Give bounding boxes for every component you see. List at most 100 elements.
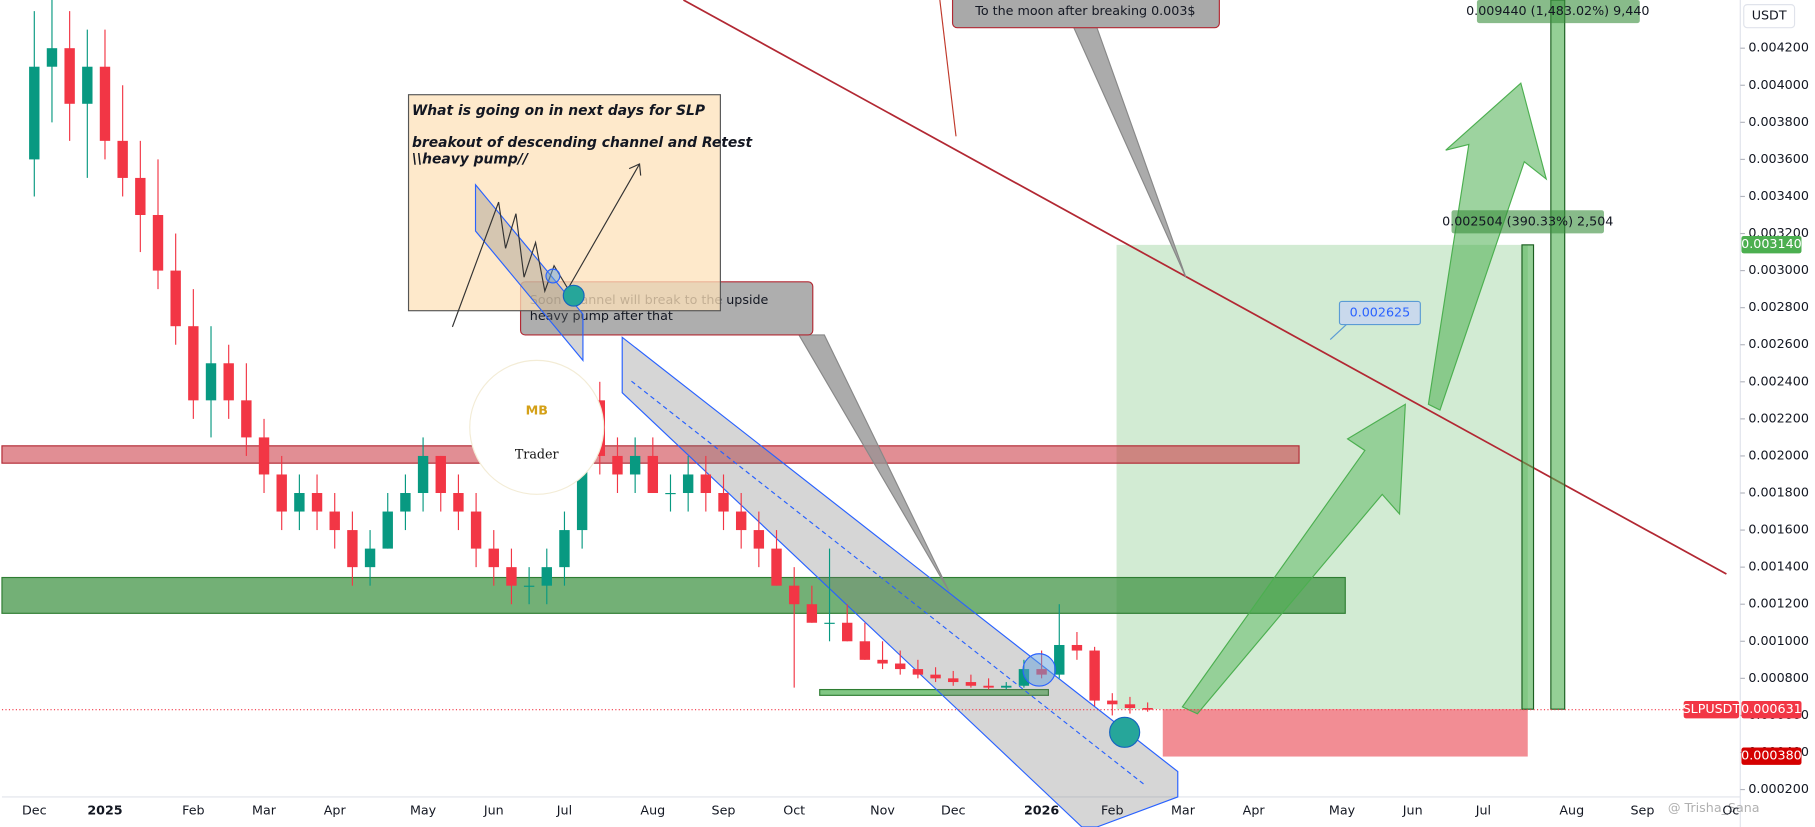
- y-tick-label: 0.002200: [1748, 410, 1809, 425]
- x-tick-label: Jul: [1475, 802, 1491, 817]
- x-tick-label: Dec: [941, 802, 966, 817]
- y-tick-label: 0.004200: [1748, 40, 1809, 55]
- candle-body: [895, 663, 906, 670]
- candle-body: [612, 455, 623, 475]
- y-tick-label: 0.002600: [1748, 336, 1809, 351]
- x-tick-label: Apr: [324, 802, 347, 817]
- logo-text: Trader: [515, 447, 560, 462]
- support-zone: [1, 576, 1346, 614]
- candle-body: [241, 400, 252, 438]
- currency: USDT: [1752, 8, 1787, 23]
- symbol-label-box: [1683, 701, 1740, 719]
- measure-bar: [1550, 0, 1566, 710]
- stop-zone: [1162, 709, 1528, 757]
- price-label: 0.000380: [1741, 748, 1802, 763]
- y-tick-label: 0.002400: [1748, 373, 1809, 388]
- level-label: 0.002625: [1350, 305, 1411, 320]
- candle-body: [152, 214, 164, 271]
- sketch-arrowhead: [628, 163, 642, 176]
- candle-body: [364, 548, 376, 568]
- candle-body: [735, 511, 747, 531]
- price-label: 0.003140: [1741, 236, 1802, 251]
- arrow-up-big: [1427, 82, 1548, 411]
- note-box: [407, 94, 721, 312]
- y-tick-label: 0.002800: [1748, 299, 1809, 314]
- y-tick-label: 0.001400: [1748, 559, 1809, 574]
- y-tick-label: 0.003000: [1748, 262, 1809, 277]
- candle-body: [382, 511, 393, 549]
- candle-body: [488, 548, 499, 568]
- y-tick-label: 0.003400: [1748, 188, 1809, 203]
- candle-body: [1089, 650, 1100, 701]
- retest-marker: [1109, 716, 1141, 748]
- annotation: heavy pump after that: [530, 308, 673, 323]
- candle-body: [806, 604, 818, 623]
- candle-body: [99, 66, 111, 141]
- measure-bar: [1521, 244, 1535, 710]
- candle-body: [276, 474, 287, 512]
- sketch-marker: [562, 284, 585, 307]
- candle-body: [453, 493, 464, 512]
- candle-body: [842, 622, 853, 642]
- thin-line: [939, 0, 957, 137]
- candle-body: [753, 530, 765, 549]
- candle-body: [1001, 685, 1012, 688]
- candle-body: [1107, 700, 1118, 705]
- candle-body: [329, 511, 340, 531]
- symbol-label: SLPUSDT: [1683, 701, 1741, 716]
- x-tick-label: Sep: [1630, 802, 1654, 817]
- note-text: What is going on in next days for SLP: [412, 103, 705, 119]
- drawings-back: [1, 244, 1528, 827]
- candle-body: [647, 455, 659, 494]
- candle-body: [435, 455, 446, 494]
- x-tick-label: 2026: [1024, 802, 1059, 817]
- candle-body: [417, 455, 429, 494]
- annotation: To the moon after breaking 0.003$: [974, 3, 1195, 18]
- x-tick-label: 2025: [87, 802, 122, 817]
- candle-body: [912, 669, 924, 675]
- y-tick-label: 0.001200: [1748, 596, 1809, 611]
- descending-channel: [621, 336, 1179, 827]
- candle-body: [859, 641, 871, 660]
- price-label-box: [1741, 747, 1802, 765]
- y-tick-label: 0.004000: [1748, 77, 1809, 92]
- candle-body: [948, 678, 959, 683]
- logo-text: MB: [526, 403, 548, 418]
- x-tick-label: Oc: [1722, 802, 1739, 817]
- candle-body: [311, 493, 323, 512]
- arrow-up: [1181, 403, 1406, 715]
- note-text: breakout of descending channel and Retes…: [412, 135, 754, 151]
- sketch-path: [451, 163, 641, 328]
- candle-body: [788, 585, 800, 605]
- candle-body: [135, 177, 146, 215]
- candle-body: [223, 363, 234, 401]
- currency-box: [1743, 4, 1796, 29]
- candle-body: [82, 66, 93, 104]
- price-label: 0.000631: [1741, 701, 1802, 716]
- level-label-box: [1338, 300, 1421, 326]
- candle-body: [771, 548, 782, 586]
- sketch-marker: [545, 268, 561, 284]
- candle-body: [117, 140, 128, 178]
- candle-body: [294, 493, 305, 512]
- price-label-box: [1741, 235, 1802, 254]
- x-tick-label: Aug: [1559, 802, 1584, 817]
- y-tick-label: 0.000200: [1748, 781, 1809, 796]
- candle-body: [541, 567, 552, 586]
- candle-body: [665, 493, 676, 495]
- candle-body: [205, 363, 217, 401]
- base-line: [819, 688, 1049, 696]
- candle-body: [400, 493, 411, 512]
- watermark: @ Trisha_Sana: [1668, 800, 1760, 815]
- x-tick-label: Apr: [1243, 802, 1266, 817]
- x-tick-label: Feb: [182, 802, 204, 817]
- x-tick-label: Sep: [712, 802, 736, 817]
- y-tick-label: 0.003600: [1748, 151, 1809, 166]
- candles: [29, 0, 1153, 716]
- measure-label-box: [1451, 210, 1604, 234]
- candle-body: [629, 455, 641, 475]
- y-tick-label: 0.002000: [1748, 447, 1809, 462]
- y-tick-label: 0.001800: [1748, 485, 1809, 500]
- candle-body: [1054, 644, 1065, 675]
- y-tick-label: 0.000800: [1748, 670, 1809, 685]
